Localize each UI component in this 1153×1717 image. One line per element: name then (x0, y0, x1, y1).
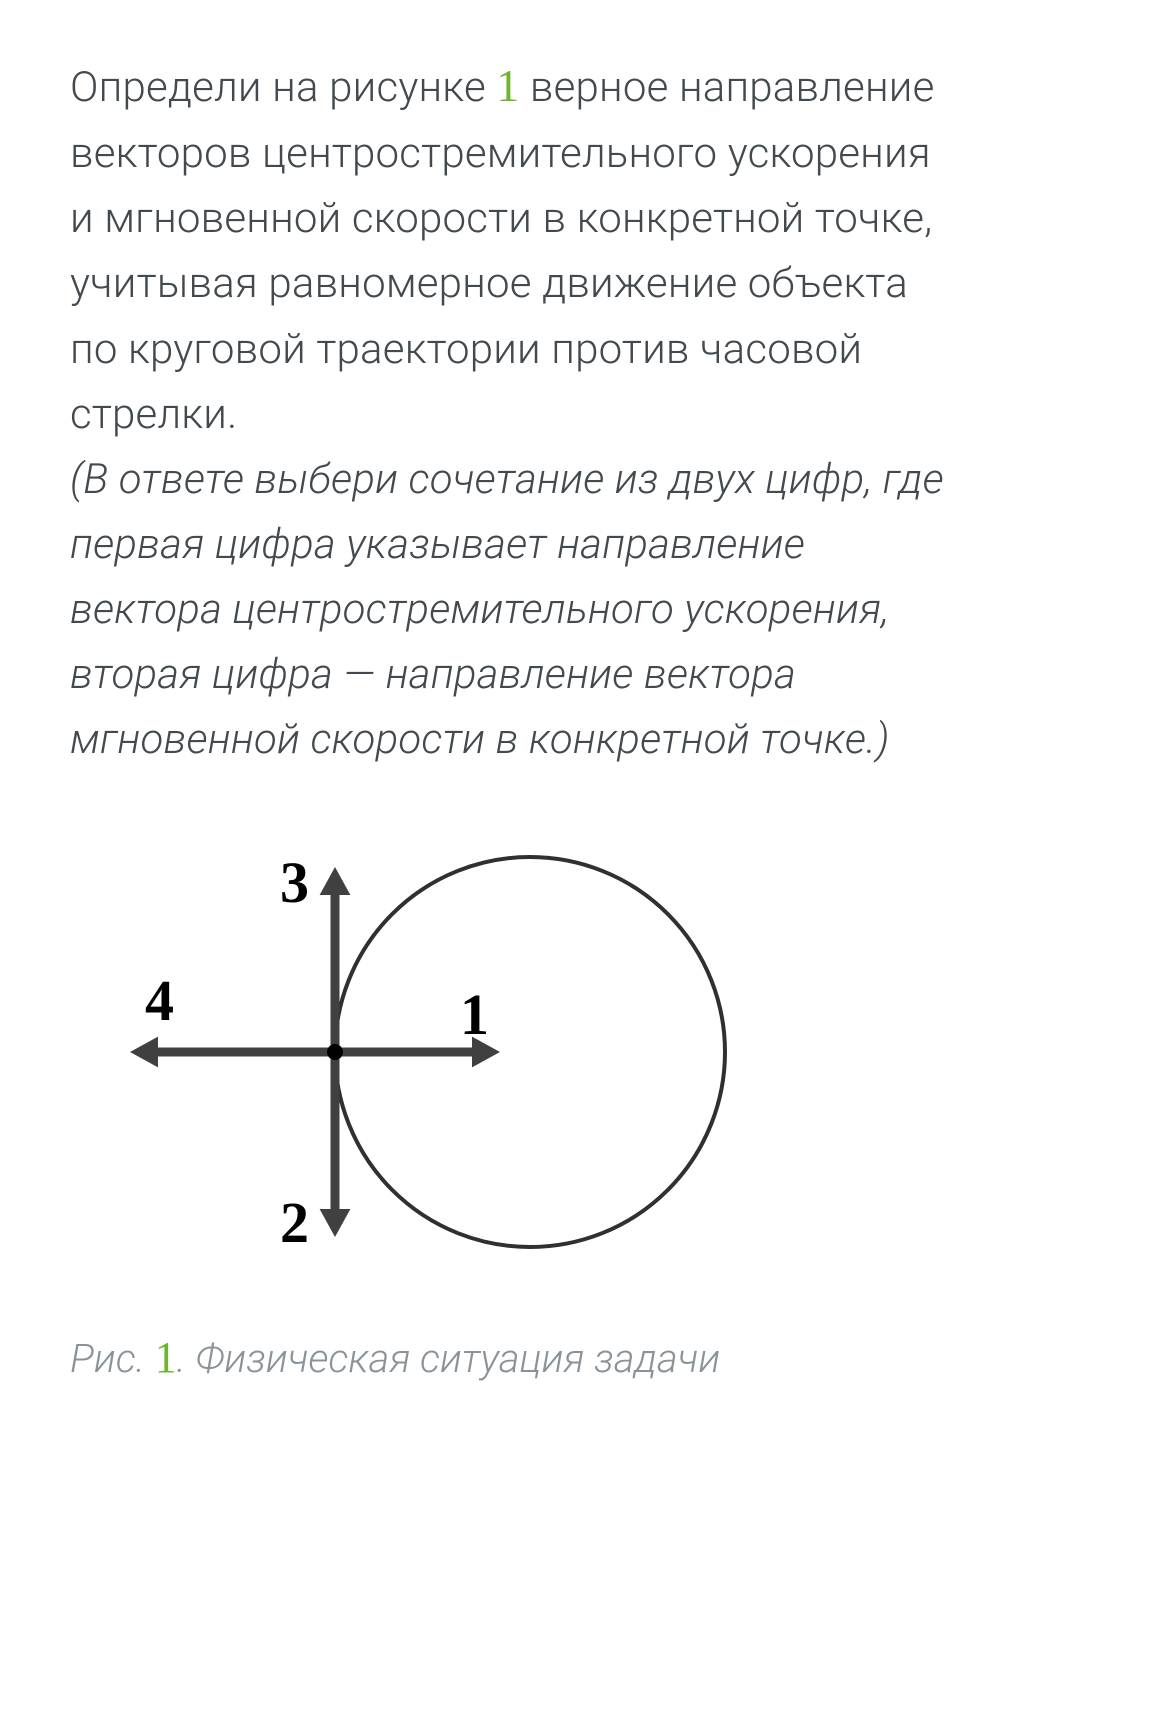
text-fragment: верное направление (520, 63, 935, 112)
text-line-1: Определи на рисунке 1 верное направление (70, 50, 1153, 121)
direction-3-arrow-head (320, 867, 351, 895)
direction-4-arrow-head (130, 1037, 158, 1068)
direction-4-label: 4 (145, 968, 174, 1033)
vectors-diagram: 1 4 3 2 (70, 812, 770, 1282)
arrows-group: 1 4 3 2 (130, 850, 500, 1255)
direction-3-label: 3 (280, 850, 309, 915)
direction-2-label: 2 (280, 1190, 309, 1255)
hint-line-3: вектора центростремительного ускорения, (70, 577, 1153, 642)
figure-caption: Рис. 1. Физическая ситуация задачи (70, 1332, 1153, 1383)
text-fragment: Определи на рисунке (70, 63, 496, 112)
page: Определи на рисунке 1 верное направление… (0, 0, 1153, 1717)
text-line-5: по круговой траектории против часовой (70, 317, 1153, 382)
hint-line-1: (В ответе выбери сочетание из двух цифр,… (70, 447, 1153, 512)
caption-figure-number: 1 (155, 1333, 177, 1382)
hint-line-5: мгновенной скорости в конкретной точке.) (70, 707, 1153, 772)
problem-statement: Определи на рисунке 1 верное направление… (70, 50, 1153, 772)
text-line-2: векторов центростремительного ускорения (70, 121, 1153, 186)
figure: 1 4 3 2 (70, 812, 1153, 1282)
hint-line-4: вторая цифра — направление вектора (70, 642, 1153, 707)
direction-1-label: 1 (460, 982, 489, 1047)
object-point (327, 1044, 343, 1060)
text-line-6: стрелки. (70, 382, 1153, 447)
figure-ref-number: 1 (496, 60, 519, 111)
hint-line-2: первая цифра указывает направление (70, 512, 1153, 577)
text-line-3: и мгновенной скорости в конкретной точке… (70, 186, 1153, 251)
direction-2-arrow-head (320, 1209, 351, 1237)
caption-prefix: Рис. (70, 1335, 155, 1382)
caption-suffix: . Физическая ситуация задачи (177, 1335, 721, 1382)
text-line-4: учитывая равномерное движение объекта (70, 251, 1153, 316)
